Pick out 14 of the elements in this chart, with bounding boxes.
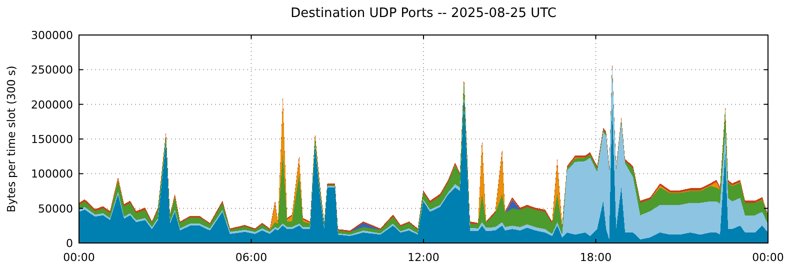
y-tick-label: 0 [66, 237, 73, 250]
y-tick-label: 200000 [31, 98, 73, 112]
x-tick-label: 18:00 [580, 251, 612, 264]
y-axis-title: Bytes per time slot (300 s) [5, 66, 18, 212]
y-tick-label: 300000 [31, 29, 73, 42]
y-tick-label: 150000 [31, 133, 73, 146]
x-tick-label: 00:00 [752, 251, 784, 264]
y-tick-label: 50000 [38, 202, 73, 216]
x-tick-label: 06:00 [235, 251, 268, 264]
x-tick-label: 12:00 [408, 251, 440, 264]
y-tick-label: 100000 [31, 168, 73, 181]
y-tick-label: 250000 [31, 64, 73, 77]
chart-title: Destination UDP Ports -- 2025-08-25 UTC [290, 6, 556, 21]
x-tick-label: 00:00 [63, 251, 95, 264]
